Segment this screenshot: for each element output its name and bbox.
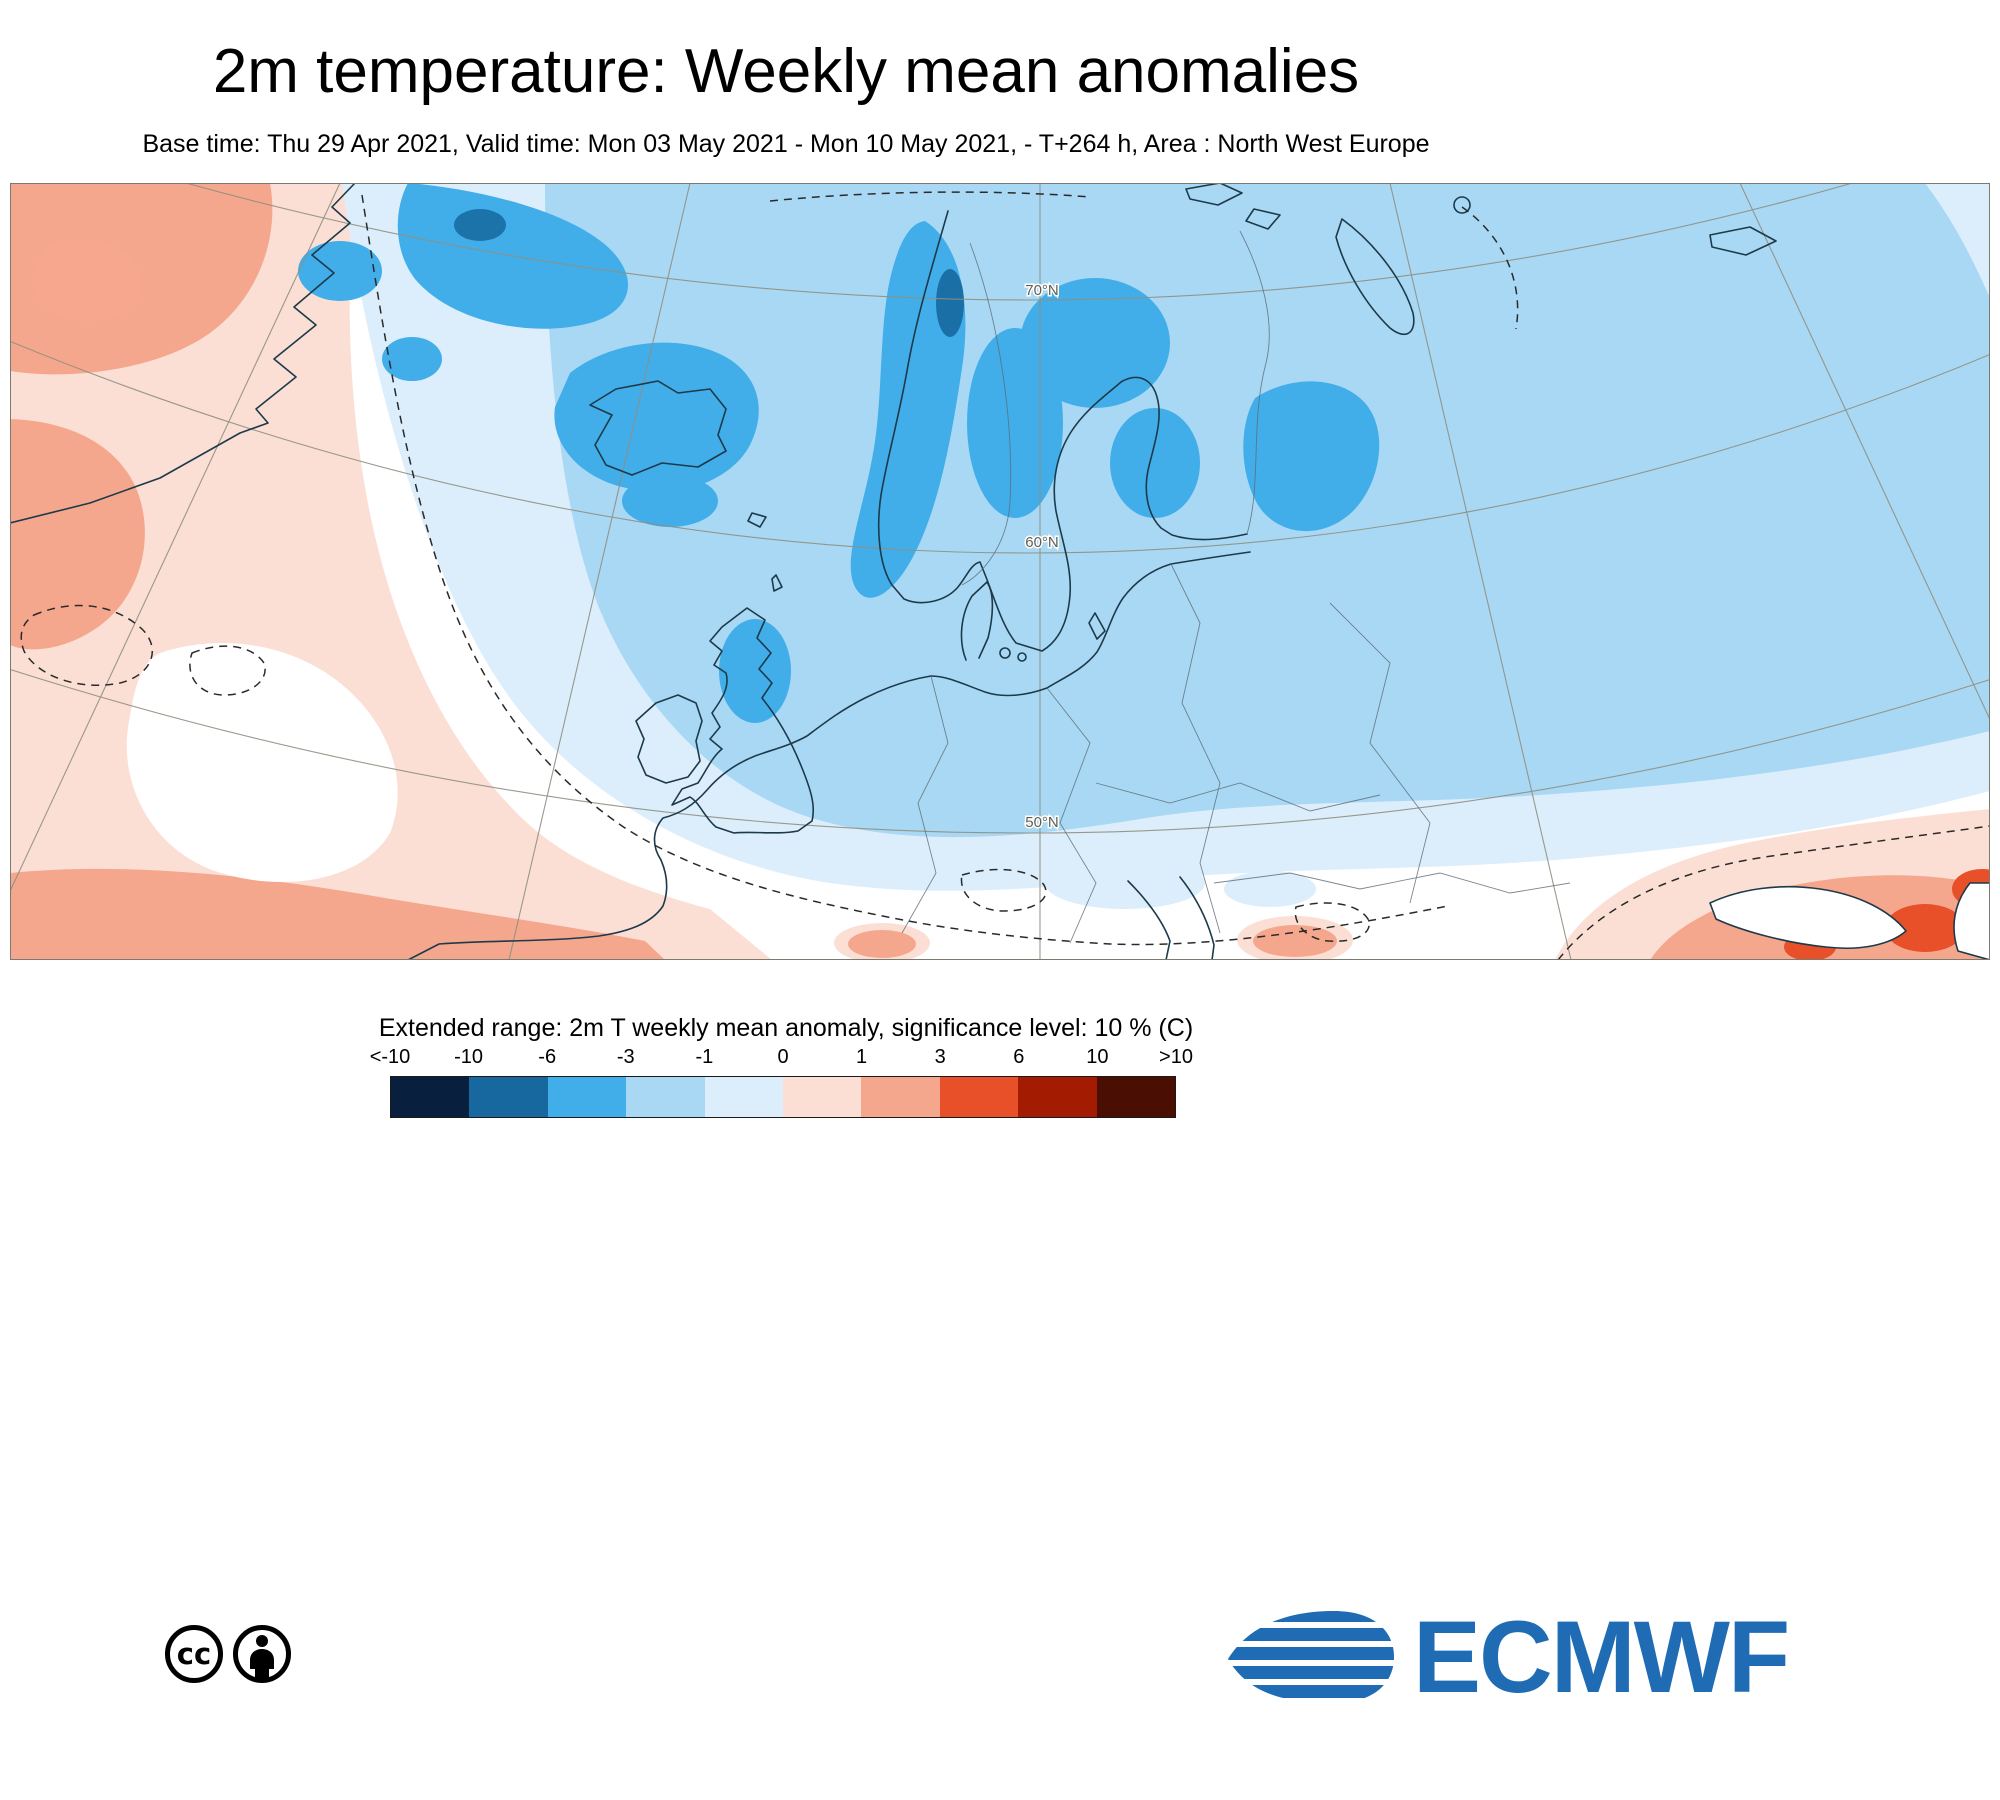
colorbar-cell (861, 1077, 940, 1117)
cc-circle (165, 1625, 223, 1683)
legend-title: Extended range: 2m T weekly mean anomaly… (378, 1014, 1194, 1042)
legend-tick: >10 (1159, 1046, 1193, 1068)
significance-contours (20, 191, 1990, 960)
colorbar-cell (939, 1077, 1019, 1117)
lat-label-50n: 50°N (1025, 814, 1059, 831)
colorbar-cell (1018, 1077, 1097, 1117)
legend-tick: 6 (1013, 1046, 1025, 1068)
legend-tick: <-10 (369, 1046, 411, 1068)
lat-label-60n: 60°N (1025, 534, 1059, 551)
legend-tick: 3 (934, 1046, 946, 1068)
legend-tick: -3 (616, 1046, 635, 1068)
figure-title: 2m temperature: Weekly mean anomalies (212, 37, 1360, 106)
anomaly-map: 70°N 60°N 50°N (10, 183, 1990, 960)
colorbar-cell (704, 1077, 784, 1117)
colorbar-cell (1096, 1077, 1176, 1117)
lat-label-70n: 70°N (1025, 282, 1059, 299)
legend-ticks: <-10 -10 -6 -3 -1 0 1 3 6 10 >10 (370, 1046, 1193, 1072)
cc-by-license-icon: cc (165, 1625, 291, 1683)
legend-tick: -1 (695, 1046, 714, 1068)
legend-tick: 1 (856, 1046, 868, 1068)
attribution-person-icon (250, 1635, 274, 1682)
ecmwf-logo: ECMWF (1222, 1600, 1790, 1714)
cc-text: cc (177, 1637, 211, 1671)
legend-tick: -10 (454, 1046, 484, 1068)
legend-tick: 0 (777, 1046, 789, 1068)
anomaly-field (10, 183, 1990, 960)
colorbar-cell (626, 1077, 705, 1117)
map-frame (10, 183, 1990, 960)
legend-tick: -6 (538, 1046, 557, 1068)
colorbar-cell (547, 1077, 627, 1117)
figure-subtitle: Base time: Thu 29 Apr 2021, Valid time: … (142, 130, 1430, 158)
colorbar-cell (783, 1077, 862, 1117)
ecmwf-logo-icon (1228, 1611, 1394, 1698)
country-borders (901, 230, 1571, 944)
legend-colorbar (390, 1076, 1176, 1118)
graticule (10, 183, 1990, 960)
colorbar-cell (391, 1077, 470, 1117)
graticule-labels: 70°N 60°N 50°N (1024, 281, 1061, 833)
colorbar-cell (469, 1077, 548, 1117)
coastlines (10, 183, 1990, 960)
map-panel: 70°N 60°N 50°N (10, 183, 1990, 960)
legend-scale: <-10 -10 -6 -3 -1 0 1 3 6 10 >10 (370, 1046, 1193, 1126)
ecmwf-logo-text: ECMWF (1413, 1600, 1790, 1714)
legend-tick: 10 (1086, 1046, 1109, 1068)
